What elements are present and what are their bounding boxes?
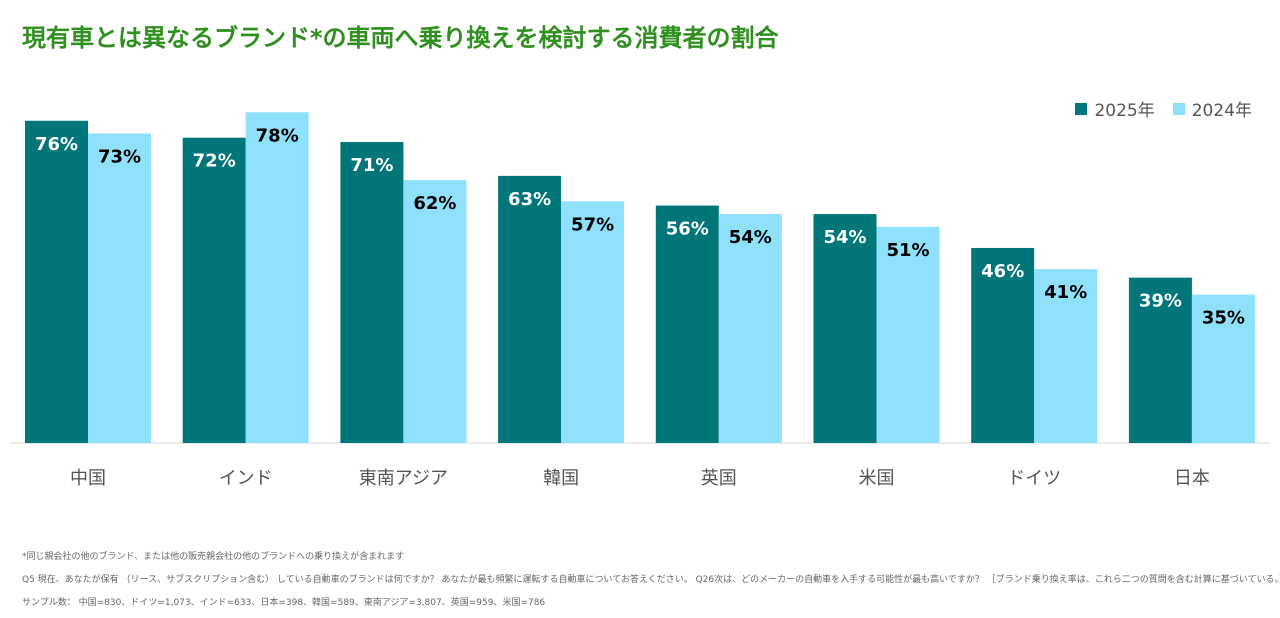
bar-2024-7	[1191, 294, 1255, 443]
category-label-7: 日本	[1174, 468, 1210, 489]
data-label-2024-2: 62%	[413, 193, 456, 214]
category-label-6: ドイツ	[1007, 468, 1061, 489]
category-label-0: 中国	[70, 468, 106, 489]
data-label-2025-1: 72%	[193, 151, 236, 172]
data-label-2025-4: 56%	[666, 219, 709, 240]
bar-2024-5	[876, 226, 940, 443]
bar-2024-4	[718, 214, 782, 443]
bar-2025-6	[971, 247, 1035, 443]
footnotes: *同じ親会社の他のブランド、または他の販売親会社の他のブランドへの乗り換えが含ま…	[22, 546, 1280, 615]
data-label-2024-4: 54%	[729, 227, 772, 248]
bar-2024-3	[561, 201, 625, 443]
data-label-2025-7: 39%	[1139, 291, 1182, 312]
data-label-2024-0: 73%	[98, 146, 141, 167]
data-label-2025-0: 76%	[35, 134, 78, 155]
footnote-sample-sizes: サンプル数： 中国=830、ドイツ=1,073、インド=633、日本=398、韓…	[22, 598, 546, 608]
bar-chart: 76% 73% 中国 72% 78% インド 71% 62% 東南アジア 63% 57% 韓国 56% 5…	[10, 112, 1270, 489]
footnote-brand-definition: *同じ親会社の他のブランド、または他の販売親会社の他のブランドへの乗り換えが含ま…	[22, 552, 405, 562]
data-label-2024-6: 41%	[1044, 282, 1087, 303]
legend-label-2024: 2024年	[1191, 101, 1252, 121]
data-label-2024-3: 57%	[571, 214, 614, 235]
category-label-1: インド	[219, 468, 273, 489]
footnote-survey-questions: Q5 現在、あなたが保有 （リース、サブスクリプション含む） している自動車のブ…	[22, 575, 1280, 585]
chart-title: 現有車とは異なるブランド*の車両へ乗り換えを検討する消費者の割合	[22, 24, 779, 52]
legend-swatch-2024	[1172, 102, 1185, 115]
data-label-2024-7: 35%	[1202, 308, 1245, 329]
chart-legend: 2025年 2024年	[1075, 96, 1252, 121]
bar-2025-2	[340, 141, 404, 443]
category-label-4: 英国	[701, 468, 737, 489]
data-label-2024-5: 51%	[886, 240, 929, 261]
legend-swatch-2025	[1075, 102, 1088, 115]
data-label-2024-1: 78%	[256, 125, 299, 146]
data-label-2025-2: 71%	[350, 155, 393, 176]
category-label-2: 東南アジア	[359, 468, 448, 489]
bar-2025-5	[813, 214, 877, 443]
legend-item-2024: 2024年	[1172, 96, 1252, 121]
bar-2024-2	[403, 180, 467, 443]
bar-2024-0	[88, 133, 151, 444]
data-label-2025-5: 54%	[823, 227, 866, 248]
category-label-5: 米国	[859, 468, 895, 489]
bar-2025-4	[655, 205, 719, 443]
bar-2025-7	[1128, 277, 1192, 443]
bar-2025-1	[182, 137, 246, 443]
bar-2025-0	[25, 120, 88, 443]
legend-label-2025: 2025年	[1094, 101, 1155, 121]
data-label-2025-3: 63%	[508, 189, 551, 210]
bar-2024-1	[245, 112, 309, 443]
bar-2025-3	[498, 175, 562, 443]
category-label-3: 韓国	[543, 468, 579, 489]
bar-2024-6	[1034, 269, 1098, 443]
data-label-2025-6: 46%	[981, 261, 1024, 282]
legend-item-2025: 2025年	[1075, 96, 1155, 121]
